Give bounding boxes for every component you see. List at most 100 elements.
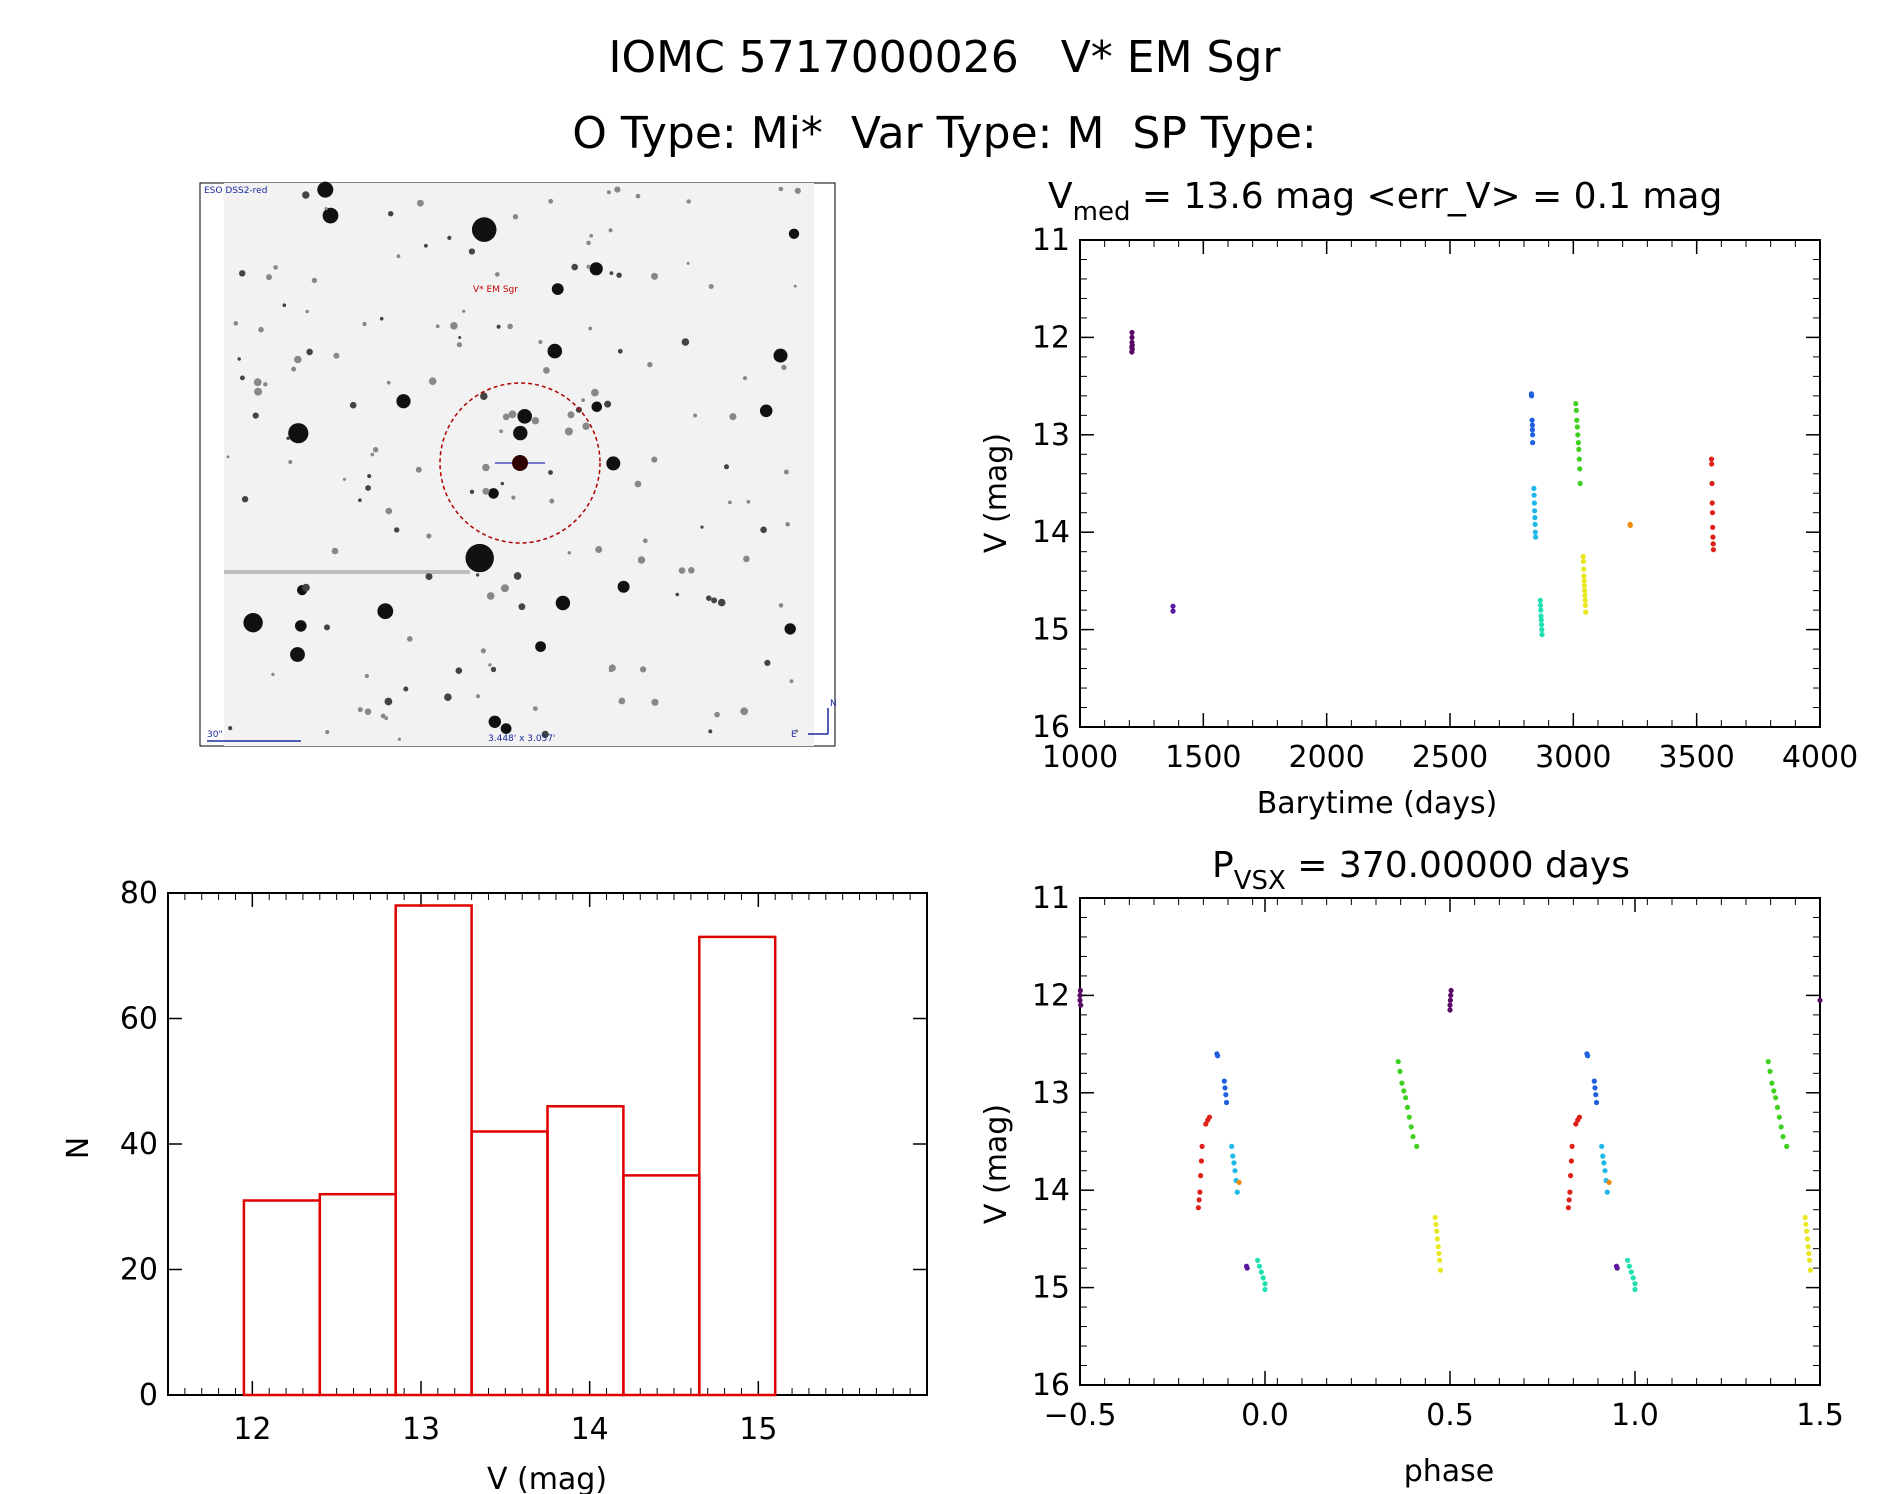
data-point (1403, 1095, 1409, 1101)
x-tick-label: 13 (402, 1412, 440, 1447)
phase-ylabel: V (mag) (979, 1104, 1014, 1224)
data-point (1802, 1214, 1808, 1221)
data-point (1537, 597, 1543, 604)
finder-star (634, 480, 642, 488)
finder-star (538, 339, 543, 345)
header-subtitle: O Type: Mi* Var Type: M SP Type: (572, 108, 1317, 159)
finder-star (370, 452, 375, 457)
y-tick-label: 13 (1032, 418, 1070, 453)
finder-star (488, 488, 499, 499)
light-curve-title: Vmed = 13.6 mag <err_V> = 0.1 mag (1048, 176, 1722, 227)
data-point (1581, 573, 1587, 579)
data-point (1223, 1092, 1229, 1098)
finder-star (614, 186, 621, 193)
data-point (1262, 1286, 1268, 1293)
data-point (1566, 1197, 1572, 1203)
finder-chart: ESO DSS2-red V* EM Sgr 30" 3.448' x 3.05… (199, 181, 837, 747)
y-tick-label: 15 (1032, 1271, 1070, 1306)
data-point (1581, 566, 1587, 572)
data-point (1129, 334, 1135, 340)
data-point (1244, 1265, 1250, 1271)
finder-star (532, 706, 538, 711)
finder-star (237, 357, 241, 361)
finder-star (781, 364, 787, 371)
data-point (1709, 480, 1715, 487)
finder-star (582, 422, 590, 430)
finder-star (507, 323, 513, 330)
finder-star (228, 726, 233, 731)
histogram-bar (242, 1199, 322, 1397)
finder-star (499, 429, 503, 434)
data-point (1708, 456, 1715, 462)
finder-star (302, 191, 310, 199)
finder-star (764, 659, 771, 667)
data-point (1806, 1250, 1812, 1257)
data-point (1593, 1099, 1600, 1106)
finder-star (794, 187, 801, 194)
phase-xlabel: phase (1404, 1454, 1495, 1489)
finder-star (784, 623, 796, 635)
data-point (1567, 1189, 1573, 1195)
data-point (1195, 1205, 1201, 1211)
finder-star (500, 584, 509, 593)
finder-star (637, 556, 646, 564)
target-circle (439, 382, 601, 544)
data-point (1222, 1085, 1228, 1091)
data-point (1198, 1173, 1204, 1179)
finder-star (288, 423, 309, 444)
y-tick-label: 12 (1032, 978, 1070, 1013)
finder-star (426, 533, 432, 539)
y-tick-label: 14 (1032, 515, 1070, 550)
finder-star (377, 603, 394, 620)
data-point (1580, 553, 1586, 560)
data-point (1230, 1153, 1236, 1159)
finder-star (586, 240, 591, 246)
data-point (1778, 1124, 1784, 1130)
finder-star (608, 228, 613, 233)
finder-star (589, 233, 593, 238)
finder-star (555, 595, 571, 611)
finder-star (589, 262, 603, 276)
finder-star (458, 336, 462, 339)
finder-star (490, 666, 497, 673)
finder-star (564, 427, 573, 436)
finder-star (306, 348, 313, 356)
finder-star (795, 729, 799, 733)
finder-star (407, 636, 413, 642)
data-point (1447, 1002, 1453, 1008)
data-point (1199, 1143, 1205, 1149)
finder-star (324, 207, 328, 211)
finder-star (258, 326, 264, 333)
y-tick-label: 0 (139, 1378, 158, 1413)
data-point (1170, 608, 1176, 614)
histogram-bar (698, 935, 777, 1397)
data-point (1529, 417, 1535, 423)
data-point (1436, 1250, 1442, 1257)
x-tick-label: 4000 (1782, 740, 1858, 775)
data-point (1255, 1257, 1261, 1263)
data-point (1223, 1099, 1230, 1106)
data-point (1397, 1068, 1403, 1074)
x-tick-label: 3500 (1658, 740, 1734, 775)
finder-star (384, 716, 389, 721)
data-point (1573, 407, 1579, 413)
data-point (1574, 424, 1580, 430)
x-tick-label: 3000 (1535, 740, 1611, 775)
finder-star (708, 284, 714, 289)
data-point (1601, 1160, 1607, 1166)
data-point (1599, 1143, 1605, 1149)
data-point (1628, 1269, 1634, 1275)
data-point (1529, 422, 1535, 428)
finder-star (609, 271, 614, 275)
data-point (1591, 1078, 1597, 1084)
data-point (1767, 1068, 1773, 1074)
finder-star (240, 375, 245, 381)
finder-star (746, 499, 751, 504)
finder-star (254, 387, 263, 396)
data-point (1532, 529, 1538, 535)
light-curve-points (1129, 329, 1716, 638)
data-point (1709, 500, 1715, 506)
finder-star (502, 413, 510, 421)
data-point (1447, 1007, 1453, 1013)
data-point (1262, 1281, 1268, 1287)
